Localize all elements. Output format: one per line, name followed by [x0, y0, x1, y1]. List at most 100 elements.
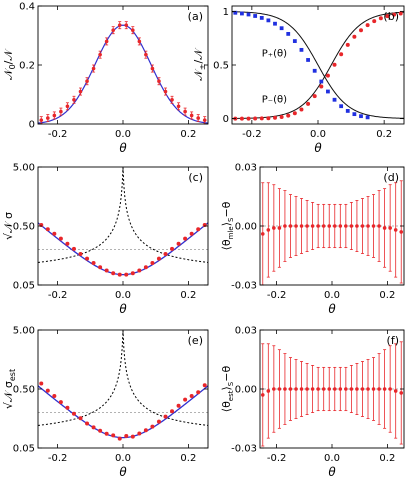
data-point — [124, 433, 129, 438]
theory-curve — [38, 24, 208, 124]
x-axis-label: θ — [119, 465, 127, 479]
y-tick-label: 0.50 — [13, 222, 35, 233]
panel-b: -0.2 0.0 0.2 0 0.5 1 θ 𝒩±/𝒩 (b) P₊(θ) P₋(θ) — [192, 5, 405, 155]
data-point-minus — [306, 101, 311, 106]
data-point — [202, 118, 207, 122]
data-point-minus — [273, 115, 277, 120]
data-point-minus — [378, 16, 383, 21]
data-point-minus — [286, 113, 291, 118]
data-point-plus — [339, 104, 344, 109]
data-point — [371, 224, 376, 228]
y-axis-label: 𝒩±/𝒩 — [192, 48, 207, 81]
data-point — [85, 421, 90, 426]
data-point — [260, 393, 265, 397]
data-point-minus — [332, 62, 337, 67]
y-tick-label: 5.00 — [13, 163, 35, 174]
data-point — [163, 251, 168, 256]
data-point — [338, 387, 343, 391]
data-point-plus — [352, 112, 357, 117]
data-point — [310, 387, 315, 391]
x-tick-label: -0.2 — [48, 290, 68, 301]
data-point-minus — [246, 116, 251, 121]
data-point — [196, 116, 200, 120]
data-point — [39, 381, 44, 386]
data-point-minus — [339, 52, 344, 57]
data-point — [78, 251, 83, 256]
data-point — [45, 227, 50, 232]
data-point — [338, 224, 343, 228]
svg-text:𝒩0/𝒩: 𝒩0/𝒩 — [2, 49, 17, 80]
data-point-plus — [266, 18, 271, 23]
data-point — [266, 228, 271, 232]
data-point — [283, 224, 287, 228]
x-tick-label: 0.2 — [376, 129, 392, 140]
data-point — [305, 224, 309, 228]
data-point — [98, 265, 103, 270]
data-point-plus — [345, 109, 350, 113]
x-tick-label: 0.2 — [180, 290, 196, 301]
data-point-minus — [266, 116, 271, 121]
data-point-plus — [306, 58, 310, 62]
data-point — [332, 387, 337, 391]
data-point — [360, 387, 365, 391]
data-point-minus — [253, 116, 258, 121]
data-point — [272, 387, 276, 391]
panel-frame — [231, 5, 405, 125]
panel-label: (f) — [387, 334, 399, 347]
data-point — [316, 224, 320, 228]
y-tick-label: 0.03 — [235, 326, 257, 337]
data-point — [360, 224, 365, 228]
data-point-plus — [240, 11, 244, 16]
data-point — [321, 224, 326, 228]
data-point — [176, 403, 181, 408]
data-point — [143, 428, 148, 433]
data-point — [137, 268, 142, 273]
data-point-minus — [239, 116, 244, 121]
data-point — [58, 236, 63, 241]
plot-area — [232, 10, 404, 121]
plot-area — [260, 180, 404, 285]
data-point-plus — [233, 10, 238, 15]
data-point-minus — [352, 34, 357, 39]
panel-label: (e) — [188, 334, 203, 347]
data-point-plus — [326, 89, 330, 94]
y-tick-label: 0.05 — [13, 281, 35, 292]
data-point — [366, 224, 370, 228]
y-tick-label: -0.03 — [231, 281, 257, 292]
x-tick-label: -0.2 — [48, 129, 68, 140]
data-point — [52, 113, 57, 118]
data-point — [327, 387, 332, 391]
x-axis-label: θ — [328, 302, 336, 316]
data-point — [377, 387, 381, 391]
panel-label: (a) — [188, 10, 203, 23]
annotation-p-minus: P₋(θ) — [262, 95, 287, 106]
data-point — [98, 428, 103, 433]
panel-frame — [37, 5, 209, 125]
data-point — [310, 224, 315, 228]
data-point — [71, 411, 76, 416]
data-point — [117, 23, 122, 27]
y-axis-label: √𝒩 σest — [2, 369, 17, 409]
x-tick-label: 0.0 — [115, 290, 131, 301]
data-point — [183, 397, 188, 402]
data-point — [150, 260, 155, 265]
theory-curve — [38, 385, 208, 439]
y-tick-label: 0.2 — [19, 61, 35, 72]
y-axis-label: ⟨θmle⟩S−θ — [220, 201, 235, 250]
x-axis-label: θ — [119, 302, 127, 316]
data-point — [52, 231, 57, 236]
data-point — [288, 224, 293, 228]
data-point — [355, 387, 359, 391]
data-point — [382, 226, 387, 230]
data-point — [157, 79, 161, 84]
data-point — [45, 388, 50, 393]
data-point — [65, 405, 70, 410]
data-point-minus — [398, 11, 403, 16]
data-point — [371, 387, 376, 391]
data-point-minus — [365, 23, 370, 28]
theory-curve-plus — [232, 11, 404, 119]
data-point — [150, 424, 155, 429]
data-point-plus — [253, 14, 258, 18]
data-point — [170, 246, 175, 251]
data-point-plus — [246, 12, 251, 17]
